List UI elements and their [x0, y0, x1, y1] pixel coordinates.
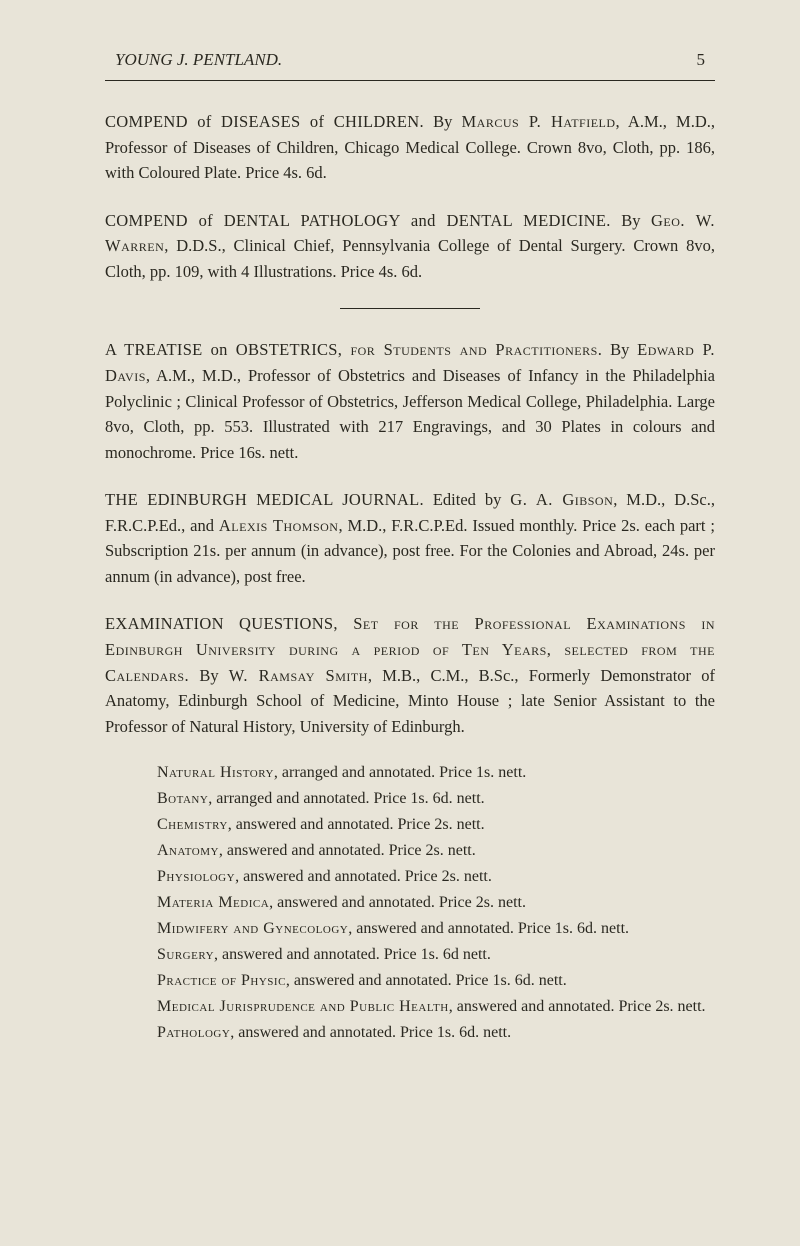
entry-text: COMPEND of DENTAL PATHOLOGY and DENTAL M… [105, 208, 715, 285]
subject-name: Natural History [157, 764, 274, 781]
list-item: Practice of Physic, answered and annotat… [157, 969, 715, 993]
book-entry: A TREATISE on OBSTETRICS, for Students a… [105, 337, 715, 465]
subject-detail: , answered and annotated. Price 1s. 6d. … [348, 920, 629, 937]
section-divider [340, 308, 480, 309]
subject-detail: , answered and annotated. Price 1s. 6d n… [214, 946, 491, 963]
subject-detail: , answered and annotated. Price 2s. nett… [219, 842, 476, 859]
subject-name: Midwifery and Gynecology [157, 920, 348, 937]
subject-name: Surgery [157, 946, 214, 963]
entry-title: COMPEND of DISEASES of CHILDREN. [105, 112, 424, 131]
running-header: YOUNG J. PENTLAND. 5 [105, 50, 715, 70]
running-title: YOUNG J. PENTLAND. [115, 50, 282, 70]
list-item: Pathology, answered and annotated. Price… [157, 1021, 715, 1045]
author-name: W. Ramsay Smith [229, 666, 368, 685]
author-name: Alexis Thomson [219, 516, 339, 535]
subject-name: Materia Medica [157, 894, 269, 911]
list-item: Chemistry, answered and annotated. Price… [157, 813, 715, 837]
page-number: 5 [697, 50, 706, 70]
subject-name: Botany [157, 790, 208, 807]
book-entry: EXAMINATION QUESTIONS, Set for the Profe… [105, 611, 715, 1045]
subject-detail: , answered and annotated. Price 2s. nett… [235, 868, 492, 885]
subject-detail: , answered and annotated. Price 2s. nett… [269, 894, 526, 911]
list-item: Medical Jurisprudence and Public Health,… [157, 995, 715, 1019]
list-item: Physiology, answered and annotated. Pric… [157, 865, 715, 889]
subject-name: Chemistry [157, 816, 228, 833]
list-item: Anatomy, answered and annotated. Price 2… [157, 839, 715, 863]
subject-name: Practice of Physic [157, 972, 286, 989]
entry-text: EXAMINATION QUESTIONS, Set for the Profe… [105, 611, 715, 739]
subject-name: Medical Jurisprudence and Public Health [157, 998, 449, 1015]
subject-detail: , answered and annotated. Price 1s. 6d. … [286, 972, 567, 989]
entry-title: EXAMINATION QUESTIONS, [105, 614, 338, 633]
subject-name: Anatomy [157, 842, 219, 859]
entry-title: THE EDINBURGH MEDICAL JOURNAL. [105, 490, 424, 509]
entry-text: COMPEND of DISEASES of CHILDREN. By Marc… [105, 109, 715, 186]
entry-text: A TREATISE on OBSTETRICS, for Students a… [105, 337, 715, 465]
book-entry: THE EDINBURGH MEDICAL JOURNAL. Edited by… [105, 487, 715, 589]
list-item: Natural History, arranged and annotated.… [157, 761, 715, 785]
subject-detail: , answered and annotated. Price 2s. nett… [449, 998, 706, 1015]
subject-detail: , answered and annotated. Price 1s. 6d. … [230, 1024, 511, 1041]
list-item: Surgery, answered and annotated. Price 1… [157, 943, 715, 967]
list-item: Materia Medica, answered and annotated. … [157, 891, 715, 915]
header-rule [105, 80, 715, 81]
author-name: Marcus P. Hatfield [462, 112, 616, 131]
book-entry: COMPEND of DENTAL PATHOLOGY and DENTAL M… [105, 208, 715, 285]
subject-list: Natural History, arranged and annotated.… [157, 761, 715, 1045]
subject-name: Physiology [157, 868, 235, 885]
list-item: Botany, arranged and annotated. Price 1s… [157, 787, 715, 811]
subject-name: Pathology [157, 1024, 230, 1041]
list-item: Midwifery and Gynecology, answered and a… [157, 917, 715, 941]
subject-detail: , answered and annotated. Price 2s. nett… [228, 816, 485, 833]
entry-body: , A.M., M.D., Professor of Obstetrics an… [105, 366, 715, 462]
subject-detail: , arranged and annotated. Price 1s. 6d. … [208, 790, 484, 807]
subject-detail: , arranged and annotated. Price 1s. nett… [274, 764, 526, 781]
author-name: G. A. Gibson [510, 490, 613, 509]
book-entry: COMPEND of DISEASES of CHILDREN. By Marc… [105, 109, 715, 186]
entry-title: COMPEND of DENTAL PATHOLOGY and DENTAL M… [105, 211, 611, 230]
entry-title: A TREATISE on OBSTETRICS, [105, 340, 342, 359]
entry-text: THE EDINBURGH MEDICAL JOURNAL. Edited by… [105, 487, 715, 589]
entry-body: , D.D.S., Clinical Chief, Pennsylvania C… [105, 236, 715, 281]
entry-subtitle: for Students and Practitioners. [342, 340, 602, 359]
